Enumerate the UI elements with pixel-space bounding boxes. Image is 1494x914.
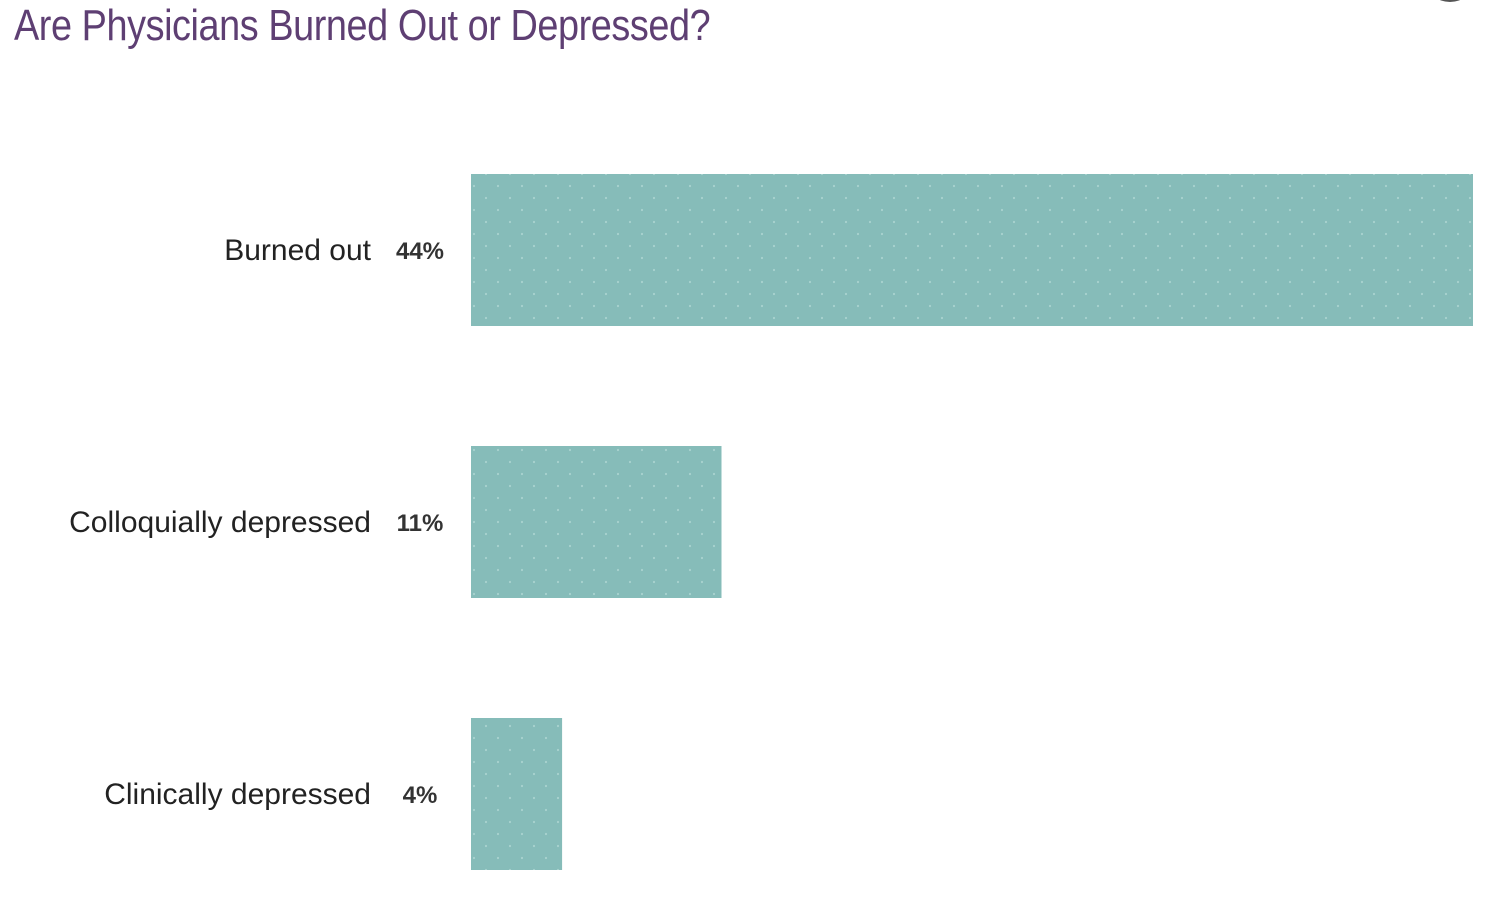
value-label-burned-out: 44%: [396, 238, 444, 265]
bar-texture-colloquially-depressed: [471, 446, 722, 598]
chart-title: Are Physicians Burned Out or Depressed?: [14, 1, 711, 50]
bar-texture-burned-out: [471, 174, 1473, 326]
category-label-burned-out: Burned out: [224, 234, 371, 267]
value-label-clinically-depressed: 4%: [403, 782, 438, 809]
value-label-colloquially-depressed: 11%: [397, 510, 444, 537]
bar-texture-clinically-depressed: [471, 718, 563, 870]
category-label-clinically-depressed: Clinically depressed: [104, 778, 371, 811]
category-label-colloquially-depressed: Colloquially depressed: [69, 506, 371, 539]
